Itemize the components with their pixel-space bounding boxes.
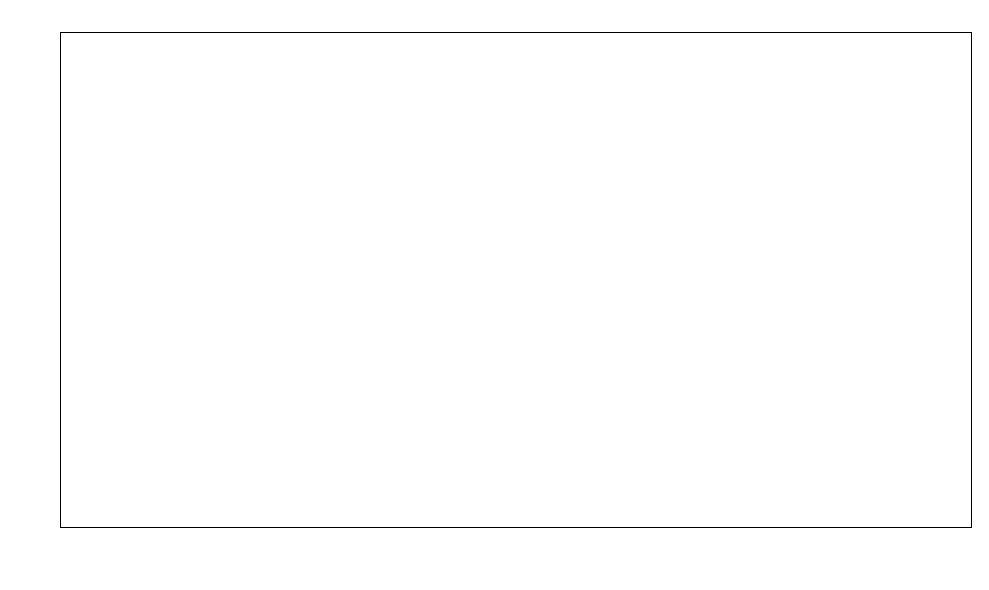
plot-axes <box>60 32 972 528</box>
scatter-plot-canvas <box>61 33 971 527</box>
